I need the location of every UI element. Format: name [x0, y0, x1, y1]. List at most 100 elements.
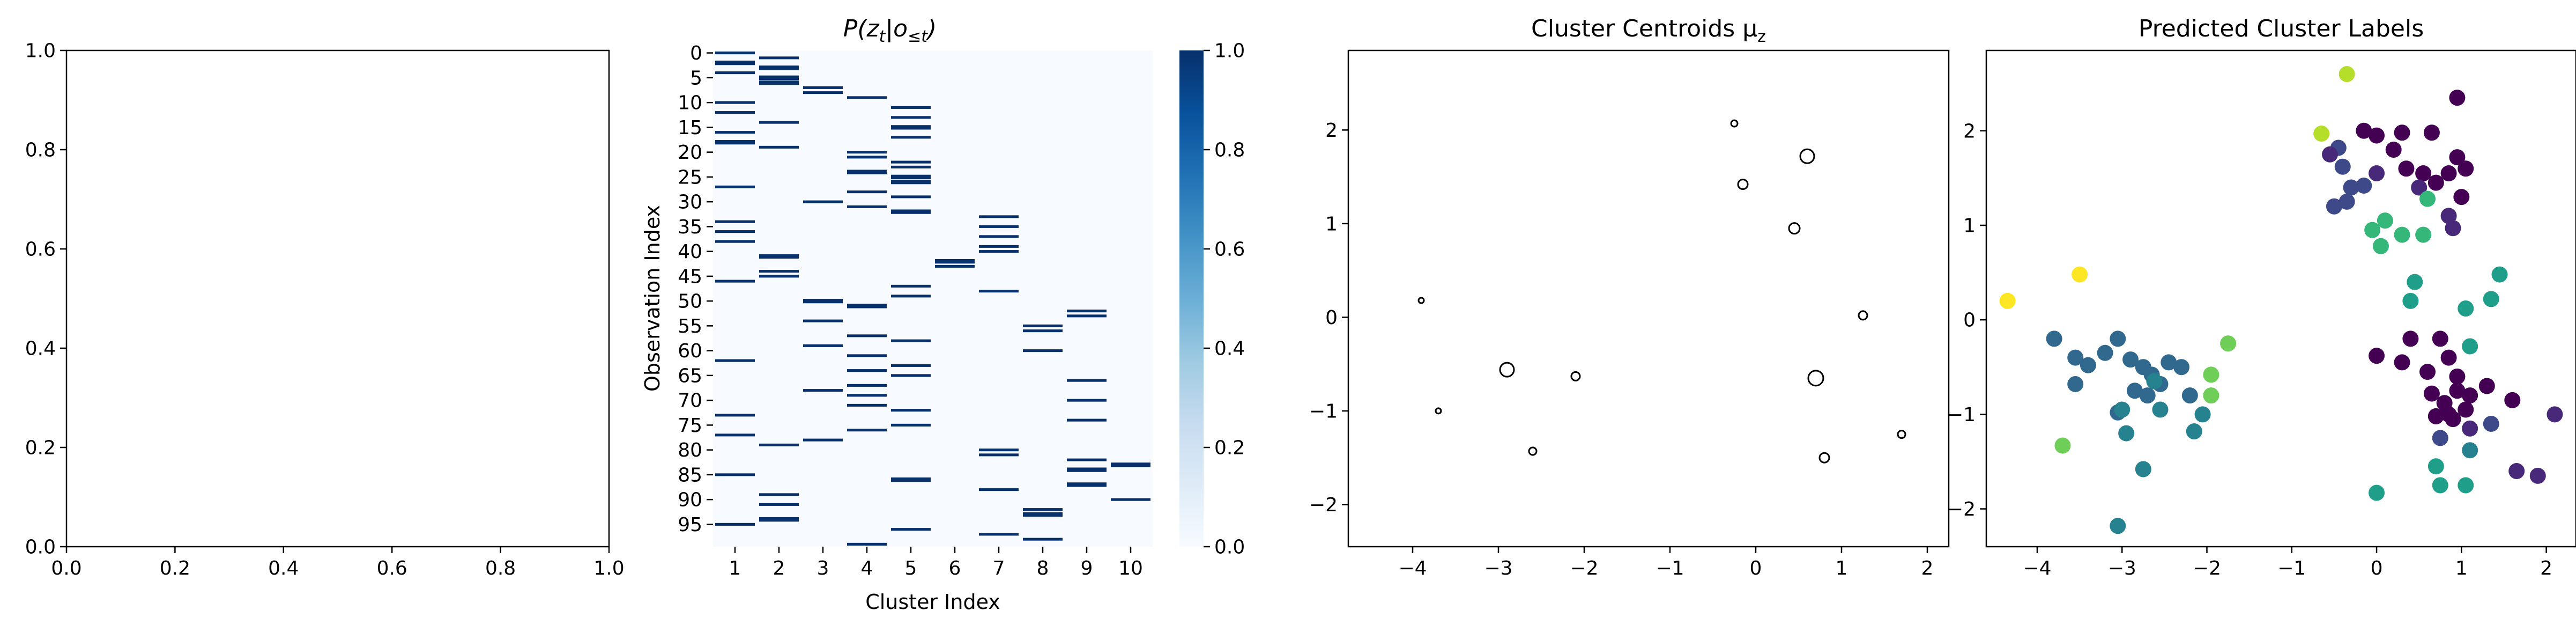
heatmap-cell [759, 65, 799, 70]
centroids-x-ticks: −4 −3 −2 −1 0 1 2 [1398, 547, 1933, 579]
heatmap-cell [803, 200, 843, 203]
heatmap-cell [715, 473, 755, 476]
predicted-label-point [2453, 189, 2470, 205]
colorbar-tick-label: 0.6 [1214, 239, 1245, 261]
y-tick-label: 0 [690, 42, 702, 64]
predicted-label-point [2402, 292, 2419, 309]
y-tick-label: 0 [1325, 307, 1338, 329]
predicted-label-point [2067, 349, 2084, 366]
predicted-labels-x-ticks: −4 −3 −2 −1 0 1 2 [2023, 547, 2552, 579]
predicted-label-point [2097, 344, 2113, 361]
predicted-label-point [2440, 165, 2457, 182]
heatmap-cell [715, 131, 755, 134]
x-tick-label: −4 [2023, 557, 2051, 579]
x-tick-label: 0.6 [377, 557, 407, 579]
predicted-label-point [2445, 411, 2461, 428]
heatmap-cell [979, 225, 1019, 228]
predicted-label-point [2427, 174, 2444, 191]
y-tick-label: 85 [678, 464, 702, 486]
heatmap-cell [715, 414, 755, 417]
heatmap-cell [715, 101, 755, 104]
heatmap-cell [715, 60, 755, 65]
heatmap-cells [715, 52, 1150, 546]
predicted-label-point [2135, 461, 2151, 477]
heatmap-cell [979, 533, 1019, 536]
y-tick-label: −2 [1947, 498, 1976, 520]
centroids-y-ticks: −2 −1 0 1 2 [1309, 120, 1348, 516]
predicted-labels-y-ticks: −2 −1 0 1 2 [1947, 120, 1986, 520]
x-tick-label: −3 [2108, 557, 2136, 579]
predicted-label-point [2478, 378, 2495, 394]
colorbar-tick-label: 0.8 [1214, 139, 1245, 161]
heatmap-cell [891, 339, 931, 342]
heatmap-cell [979, 250, 1019, 253]
heatmap-cell [803, 319, 843, 322]
predicted-label-point [2508, 463, 2525, 480]
heatmap-cell [759, 270, 799, 273]
predicted-label-point [2423, 124, 2440, 141]
heatmap-cell [891, 165, 931, 168]
heatmap-cell [715, 523, 755, 526]
predicted-label-point [2394, 226, 2410, 243]
heatmap-cell [979, 235, 1019, 238]
x-tick-label: 0 [2371, 557, 2383, 579]
predicted-label-point [2356, 177, 2372, 194]
heatmap-cell [1067, 482, 1107, 487]
predicted-label-point [2458, 300, 2474, 317]
heatmap-cell [759, 443, 799, 446]
x-tick-label: 7 [993, 557, 1005, 579]
y-tick-label: 45 [678, 266, 702, 288]
predicted-label-point [2440, 208, 2457, 224]
x-tick-label: 2 [1921, 557, 1934, 579]
heatmap-cell [1111, 462, 1150, 467]
centroid-point [1435, 407, 1442, 415]
heatmap-cell [1067, 467, 1107, 472]
x-tick-label: −2 [1570, 557, 1598, 579]
heatmap-cell [891, 209, 931, 214]
predicted-label-point [2326, 198, 2342, 215]
predicted-label-point [2220, 335, 2237, 352]
heatmap-cell [891, 174, 931, 180]
heatmap-cell [891, 136, 931, 139]
y-tick-label: 25 [678, 166, 702, 188]
predicted-label-point [2427, 408, 2444, 424]
heatmap-cell [979, 215, 1019, 218]
heatmap-cell [715, 240, 755, 243]
y-tick-label: 0 [1963, 310, 1976, 332]
heatmap-cell [1067, 310, 1107, 313]
y-tick-label: 90 [678, 489, 702, 511]
heatmap-cell [715, 359, 755, 362]
heatmap-cell [891, 374, 931, 377]
centroids-frame [1347, 49, 1950, 548]
empty-axes-frame [65, 49, 610, 548]
heatmap-cell [891, 528, 931, 531]
centroid-point [1807, 370, 1824, 387]
predicted-label-point [2440, 349, 2457, 366]
colorbar-ticks: 0.0 0.2 0.4 0.6 0.8 1.0 [1204, 40, 1245, 558]
y-tick-label: 40 [678, 241, 702, 263]
predicted-label-point [2458, 160, 2474, 177]
heatmap-cell [1023, 508, 1063, 511]
y-tick-label: −1 [1309, 401, 1338, 423]
predicted-label-point [2432, 477, 2448, 494]
predicted-label-point [2122, 351, 2139, 368]
centroid-point [1499, 362, 1515, 378]
predicted-label-point [2067, 376, 2084, 392]
heatmap-cell [803, 298, 843, 304]
predicted-label-point [2334, 158, 2351, 175]
heatmap-cell [847, 429, 887, 432]
predicted-label-point [2139, 387, 2156, 404]
y-tick-label: −2 [1309, 494, 1338, 516]
heatmap-cell [803, 86, 843, 89]
predicted-label-point [2445, 220, 2461, 237]
y-tick-label: 20 [678, 142, 702, 164]
predicted-label-points [1999, 66, 2563, 534]
predicted-label-point [1999, 292, 2016, 309]
heatmap-cell [847, 403, 887, 407]
predicted-label-point [2369, 165, 2385, 182]
heatmap-cell [847, 542, 887, 546]
colorbar-tick-label: 0.2 [1214, 437, 1245, 459]
heatmap-cell [1023, 538, 1063, 541]
